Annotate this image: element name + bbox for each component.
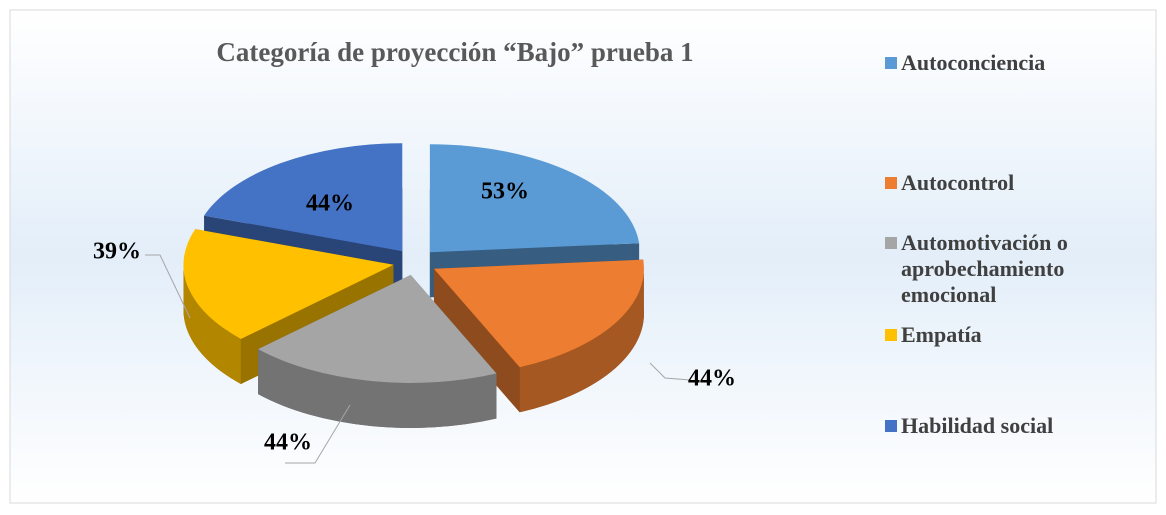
- legend-item: Autocontrol: [885, 170, 1115, 196]
- legend-swatch: [885, 329, 897, 341]
- slice-side: [183, 264, 241, 384]
- legend-item: Empatía: [885, 322, 1115, 348]
- legend-label: Autoconciencia: [901, 50, 1046, 75]
- legend-label: Empatía: [901, 322, 982, 347]
- legend-label: Habilidad social: [901, 413, 1054, 438]
- data-label: 39%: [93, 239, 141, 265]
- legend-swatch: [885, 237, 897, 249]
- data-label: 44%: [264, 430, 312, 456]
- legend-label: Autocontrol: [901, 170, 1015, 195]
- legend-item: Automotivación o aprobechamiento emocion…: [885, 230, 1115, 308]
- legend-item: Habilidad social: [885, 413, 1115, 439]
- legend-item: Autoconciencia: [885, 50, 1115, 76]
- slice-side: [519, 268, 644, 413]
- slice-wall: [433, 268, 520, 413]
- slice-side: [258, 349, 497, 428]
- slice: [429, 144, 640, 253]
- chart-title: Categoría de proyección “Bajo” prueba 1: [216, 37, 693, 67]
- data-label: 44%: [306, 191, 354, 217]
- legend-label: Automotivación o aprobechamiento emocion…: [901, 230, 1068, 307]
- legend-swatch: [885, 57, 897, 69]
- slice: [204, 143, 403, 252]
- slice: [183, 229, 394, 339]
- slice: [258, 274, 497, 383]
- leader-line: [285, 404, 351, 464]
- legend-swatch: [885, 177, 897, 189]
- legend-swatch: [885, 420, 897, 432]
- leader-line: [145, 254, 191, 319]
- leader-line: [649, 362, 691, 381]
- data-label: 44%: [688, 366, 736, 392]
- data-label: 53%: [481, 179, 529, 205]
- slice: [433, 259, 644, 368]
